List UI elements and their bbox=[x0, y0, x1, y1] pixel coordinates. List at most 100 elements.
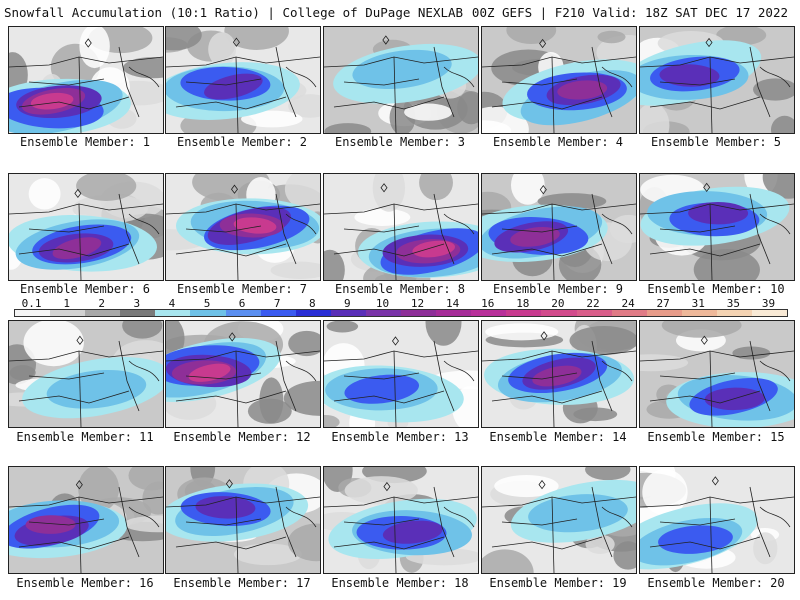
state-boundary-line bbox=[285, 213, 317, 235]
snowfall-contour bbox=[78, 467, 120, 512]
state-boundary-line bbox=[649, 243, 761, 257]
state-boundary-line bbox=[601, 360, 633, 382]
state-boundary-line bbox=[118, 193, 140, 265]
snowfall-contour bbox=[732, 346, 771, 360]
state-boundary-line bbox=[659, 225, 736, 233]
snowfall-map bbox=[324, 27, 478, 133]
colorbar-tick-label: 5 bbox=[203, 297, 211, 310]
colorbar-tick-label: 14 bbox=[446, 297, 460, 310]
diamond-marker-icon bbox=[711, 476, 719, 486]
snowfall-contour bbox=[510, 226, 560, 247]
snowfall-contour bbox=[597, 30, 626, 44]
state-boundary-line bbox=[78, 56, 82, 133]
snowfall-contour bbox=[573, 407, 618, 422]
diamond-marker-icon bbox=[539, 38, 547, 49]
snowfall-contour bbox=[372, 174, 406, 212]
state-boundary-line bbox=[749, 340, 771, 412]
state-boundary-line bbox=[551, 203, 555, 280]
state-boundary-line bbox=[18, 96, 130, 110]
state-boundary-line bbox=[749, 46, 771, 118]
colorbar-tick-label: 31 bbox=[691, 297, 705, 310]
state-boundary-line bbox=[709, 496, 713, 573]
state-boundary-line bbox=[275, 46, 297, 118]
state-boundary-line bbox=[443, 506, 475, 528]
snowfall-contour bbox=[693, 248, 760, 280]
ensemble-member-label: Ensemble Member: 20 bbox=[647, 576, 785, 590]
state-boundary-line bbox=[709, 350, 713, 427]
ensemble-map-panel bbox=[481, 320, 637, 428]
snowfall-contour bbox=[753, 532, 778, 565]
state-boundary-line bbox=[285, 66, 317, 88]
state-boundary-line bbox=[501, 225, 578, 233]
state-boundary-line bbox=[601, 213, 633, 235]
diamond-marker-icon bbox=[230, 184, 238, 194]
ensemble-member-label: Ensemble Member: 6 bbox=[19, 282, 151, 296]
state-boundary-line bbox=[128, 360, 160, 382]
state-boundary-line bbox=[343, 518, 420, 526]
state-boundary-line bbox=[235, 350, 239, 427]
ensemble-member-label: Ensemble Member: 18 bbox=[331, 576, 469, 590]
state-boundary-line bbox=[28, 78, 105, 86]
state-boundary-line bbox=[659, 372, 736, 380]
state-boundary-line bbox=[393, 496, 397, 573]
ensemble-map-panel bbox=[165, 26, 321, 134]
snowfall-contour bbox=[412, 240, 456, 258]
colorbar-segment bbox=[471, 310, 507, 316]
colorbar-segment bbox=[15, 310, 51, 316]
state-boundary-line bbox=[393, 350, 397, 427]
snowfall-contour bbox=[233, 217, 277, 234]
snowfall-contour bbox=[771, 115, 794, 133]
snowfall-map bbox=[482, 467, 636, 573]
snowfall-contour bbox=[208, 32, 237, 67]
state-boundary-line bbox=[501, 78, 578, 86]
state-boundary-line bbox=[18, 536, 130, 550]
diamond-marker-icon bbox=[538, 479, 546, 490]
state-boundary-line bbox=[591, 193, 613, 265]
state-boundary-line bbox=[285, 360, 317, 382]
snowfall-contour bbox=[506, 27, 557, 45]
colorbar-tick-label: 8 bbox=[308, 297, 316, 310]
state-boundary-line bbox=[443, 213, 475, 235]
colorbar-segment bbox=[190, 310, 226, 316]
diamond-marker-icon bbox=[703, 182, 711, 193]
state-boundary-line bbox=[649, 390, 761, 404]
state-boundary-line bbox=[185, 78, 262, 86]
snowfall-contour bbox=[224, 27, 289, 50]
snowfall-contour bbox=[510, 174, 545, 205]
ensemble-member-label: Ensemble Member: 4 bbox=[492, 135, 624, 149]
state-boundary-line bbox=[343, 78, 420, 86]
state-boundary-line bbox=[343, 372, 420, 380]
snowfall-contour bbox=[233, 543, 302, 566]
snowfall-contour bbox=[354, 208, 411, 226]
diamond-marker-icon bbox=[391, 336, 399, 346]
state-boundary-line bbox=[601, 506, 633, 528]
snowfall-contour bbox=[270, 261, 320, 279]
ensemble-map-panel bbox=[481, 466, 637, 574]
snowfall-contour bbox=[482, 549, 534, 573]
ensemble-map-panel bbox=[481, 26, 637, 134]
diamond-marker-icon bbox=[540, 331, 548, 341]
snowfall-map bbox=[482, 27, 636, 133]
state-boundary-line bbox=[709, 56, 713, 133]
snowfall-contour bbox=[640, 103, 670, 133]
snowfall-map bbox=[640, 27, 794, 133]
state-boundary-line bbox=[185, 372, 262, 380]
diamond-marker-icon bbox=[84, 38, 92, 48]
snowfall-contour bbox=[195, 496, 256, 519]
snowfall-contour bbox=[482, 120, 512, 133]
state-boundary-line bbox=[343, 225, 420, 233]
ensemble-member-label: Ensemble Member: 2 bbox=[176, 135, 308, 149]
colorbar-tick-label: 27 bbox=[656, 297, 670, 310]
colorbar-tick-label: 2 bbox=[98, 297, 106, 310]
state-boundary-line bbox=[591, 46, 613, 118]
state-boundary-line bbox=[551, 56, 555, 133]
diamond-marker-icon bbox=[74, 188, 82, 199]
snowfall-contour bbox=[688, 201, 749, 225]
state-boundary-line bbox=[118, 46, 140, 118]
state-boundary-line bbox=[709, 203, 713, 280]
ensemble-map-panel bbox=[8, 173, 164, 281]
state-boundary-line bbox=[78, 203, 82, 280]
state-boundary-line bbox=[285, 506, 317, 528]
snowfall-contour bbox=[485, 323, 559, 341]
state-boundary-line bbox=[128, 213, 160, 235]
